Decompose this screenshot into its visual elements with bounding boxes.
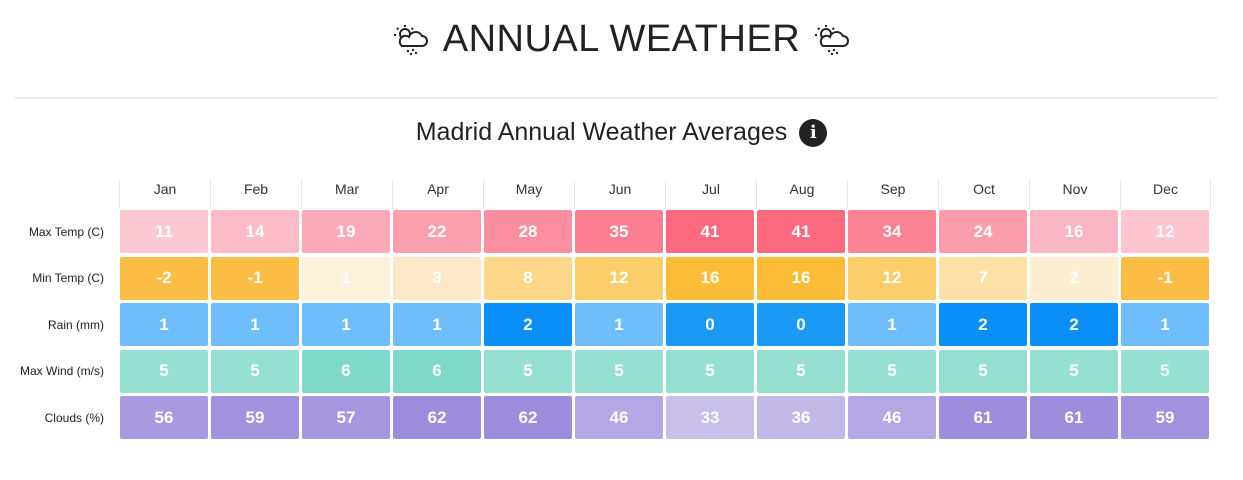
title-text: ANNUAL WEATHER: [442, 18, 801, 60]
table-cell: 14: [211, 210, 299, 253]
row-label: Max Wind (m/s): [20, 364, 104, 378]
table-cell: 28: [484, 210, 572, 253]
table-cell: 16: [666, 256, 754, 300]
row-label: Rain (mm): [48, 317, 104, 332]
cloud-sun-rain-icon: [815, 24, 850, 55]
table-cell: 5: [666, 349, 754, 393]
table-cell: 0: [666, 303, 754, 346]
table-cell: -1: [211, 256, 299, 300]
subtitle: Madrid Annual Weather Averages i: [0, 118, 1243, 147]
month-header-cell: May: [483, 181, 574, 209]
table-cell: 1: [1121, 303, 1209, 346]
table-cell: 41: [666, 210, 754, 253]
table-cell: 2: [1030, 303, 1118, 346]
month-header-cell: Apr: [392, 181, 483, 209]
table-cell: -1: [1121, 256, 1209, 300]
table-cell: 1: [120, 303, 208, 346]
table-cell: 61: [939, 396, 1027, 439]
table-cell: 5: [211, 349, 299, 393]
table-cell: 46: [848, 396, 936, 439]
table-cell: 1: [302, 256, 390, 300]
table-cell: 41: [757, 210, 845, 253]
table-cell: 5: [1030, 349, 1118, 393]
subtitle-text: Madrid Annual Weather Averages: [415, 118, 788, 146]
cloud-sun-rain-icon: [393, 24, 428, 55]
table-cell: 5: [1121, 349, 1209, 393]
table-row: Max Wind (m/s) 5 5 6 6 5 5 5 5 5 5 5 5: [0, 349, 1212, 393]
table-row: Min Temp (C) -2 -1 1 3 8 12 16 16 12 7 2 -1: [0, 256, 1212, 300]
month-header-cell: Jan: [119, 181, 210, 209]
table-cell: 5: [757, 349, 845, 393]
table-cell: 33: [666, 396, 754, 439]
month-header-cell: Nov: [1029, 181, 1120, 209]
table-cell: 11: [120, 210, 208, 253]
table-cell: 62: [484, 396, 572, 439]
month-header-cell: Aug: [756, 181, 847, 209]
month-header-cell: Jun: [574, 181, 665, 209]
table-cell: 6: [393, 349, 481, 393]
table-row: Rain (mm) 1 1 1 1 2 1 0 0 1 2 2 1: [0, 303, 1212, 346]
table-cell: 1: [393, 303, 481, 346]
table-cell: 46: [575, 396, 663, 439]
table-cell: 12: [575, 256, 663, 300]
table-cell: 56: [120, 396, 208, 439]
table-cell: 1: [302, 303, 390, 346]
table-cell: 3: [393, 256, 481, 300]
month-header-cell: Jul: [665, 181, 756, 209]
month-header-cell: Sep: [847, 181, 938, 209]
table-cell: 19: [302, 210, 390, 253]
table-cell: 1: [575, 303, 663, 346]
month-header-cell: Oct: [938, 181, 1029, 209]
month-header-cell: Feb: [210, 181, 301, 209]
table-cell: 1: [211, 303, 299, 346]
table-cell: 57: [302, 396, 390, 439]
table-cell: 2: [1030, 256, 1118, 300]
table-cell: 5: [848, 349, 936, 393]
table-cell: -2: [120, 256, 208, 300]
weather-table: Max Temp (C) 11 14 19 22 28 35 41 41 34 24 16 12 Min …: [0, 210, 1212, 443]
divider: [15, 97, 1217, 99]
month-header-cell: Mar: [301, 181, 392, 209]
info-icon[interactable]: i: [799, 118, 828, 147]
table-cell: 35: [575, 210, 663, 253]
table-row: Clouds (%) 56 59 57 62 62 46 33 36 46 61 61 59: [0, 396, 1212, 439]
table-cell: 8: [484, 256, 572, 300]
table-cell: 0: [757, 303, 845, 346]
table-cell: 36: [757, 396, 845, 439]
row-label: Clouds (%): [44, 410, 104, 425]
table-cell: 2: [939, 303, 1027, 346]
table-cell: 12: [1121, 210, 1209, 253]
table-row: Max Temp (C) 11 14 19 22 28 35 41 41 34 24 16 12: [0, 210, 1212, 253]
table-cell: 62: [393, 396, 481, 439]
table-cell: 2: [484, 303, 572, 346]
table-cell: 34: [848, 210, 936, 253]
row-label: Max Temp (C): [28, 224, 104, 239]
table-cell: 5: [575, 349, 663, 393]
table-cell: 1: [848, 303, 936, 346]
table-cell: 59: [1121, 396, 1209, 439]
month-header-cell: Dec: [1120, 181, 1211, 209]
table-cell: 16: [757, 256, 845, 300]
page-title: ANNUAL WEATHER: [0, 18, 1243, 61]
table-cell: 24: [939, 210, 1027, 253]
table-cell: 5: [484, 349, 572, 393]
table-cell: 5: [120, 349, 208, 393]
table-cell: 7: [939, 256, 1027, 300]
table-cell: 6: [302, 349, 390, 393]
table-cell: 12: [848, 256, 936, 300]
table-cell: 59: [211, 396, 299, 439]
table-cell: 5: [939, 349, 1027, 393]
table-cell: 22: [393, 210, 481, 253]
row-label: Min Temp (C): [32, 271, 104, 285]
month-header: Jan Feb Mar Apr May Jun Jul Aug Sep Oct Nov Dec: [119, 181, 1211, 209]
table-cell: 16: [1030, 210, 1118, 253]
table-cell: 61: [1030, 396, 1118, 439]
